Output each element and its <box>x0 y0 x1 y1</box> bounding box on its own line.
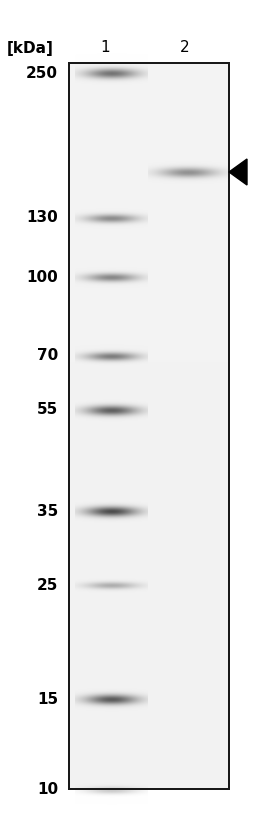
Text: 2: 2 <box>180 40 190 55</box>
Text: 15: 15 <box>37 691 58 706</box>
Text: 1: 1 <box>100 40 110 55</box>
Polygon shape <box>229 159 247 185</box>
Text: 100: 100 <box>26 269 58 284</box>
Text: [kDa]: [kDa] <box>7 40 54 55</box>
Text: 250: 250 <box>26 65 58 80</box>
Text: 25: 25 <box>37 577 58 592</box>
Text: 35: 35 <box>37 504 58 519</box>
Text: 55: 55 <box>37 402 58 417</box>
Text: 70: 70 <box>37 349 58 363</box>
Text: 10: 10 <box>37 782 58 797</box>
Text: 130: 130 <box>26 211 58 225</box>
